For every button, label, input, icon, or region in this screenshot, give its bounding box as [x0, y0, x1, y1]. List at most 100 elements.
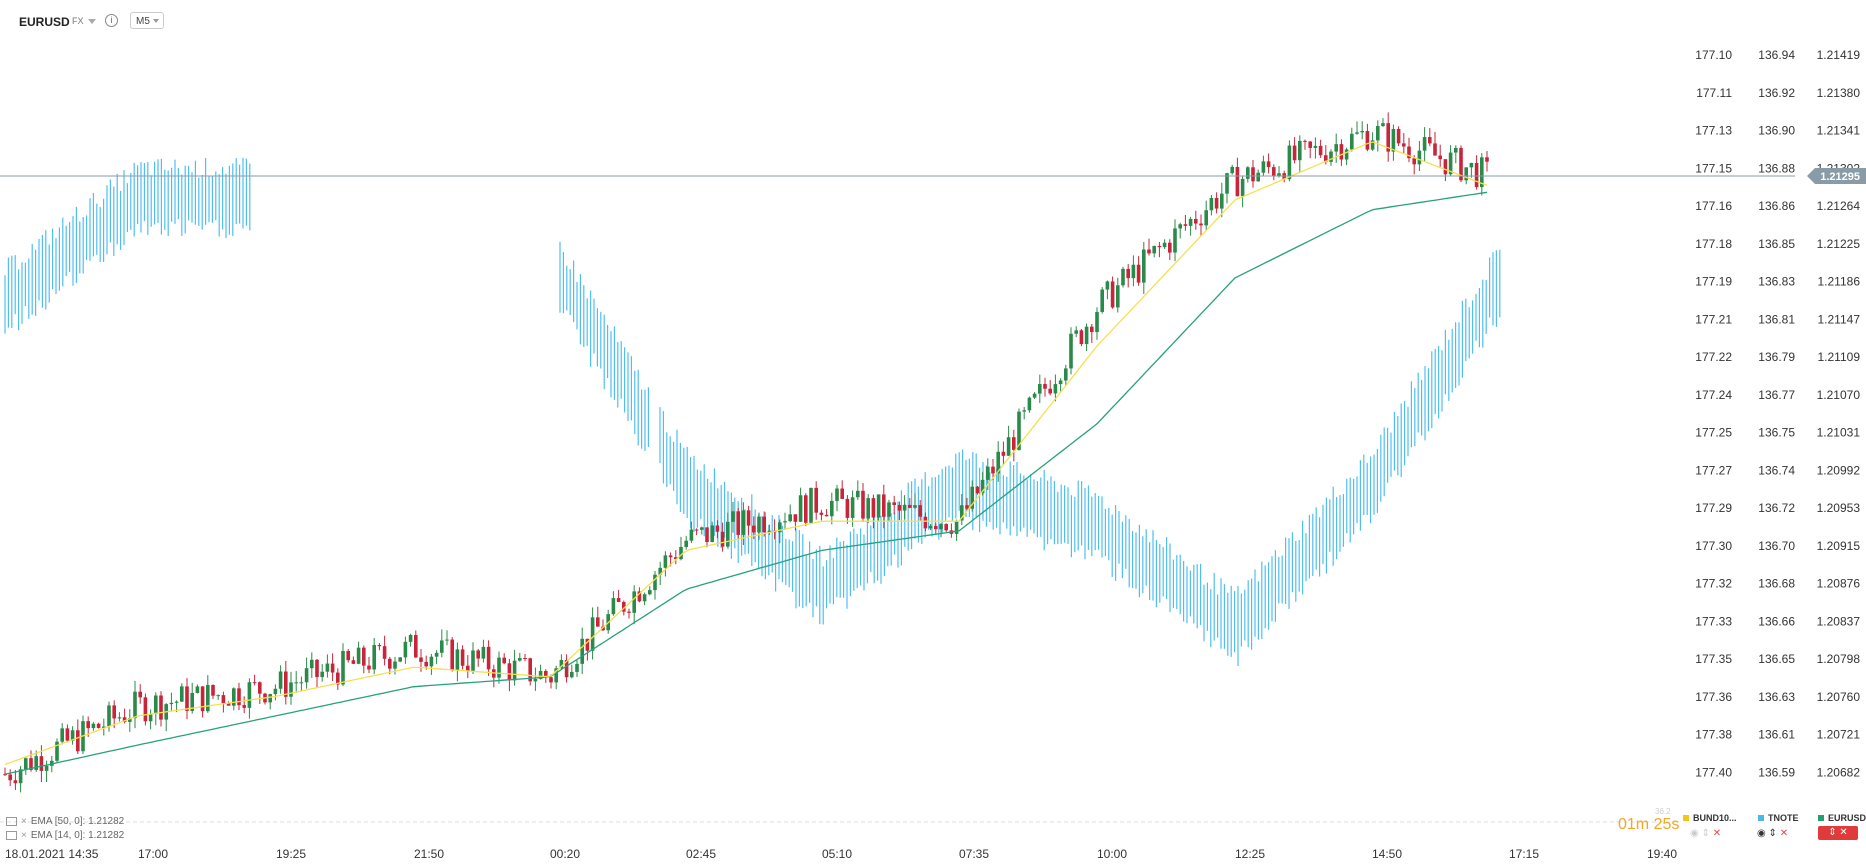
price-axis-label: 136.75	[1758, 426, 1795, 440]
candle-body	[866, 498, 870, 519]
candle-body	[1360, 130, 1364, 133]
price-axis-label: 1.21031	[1817, 426, 1861, 440]
candle-body	[590, 617, 595, 651]
indicator-ema14[interactable]: × EMA [14, 0]: 1.21282	[6, 830, 124, 841]
exchange-dropdown-icon[interactable]	[88, 19, 96, 24]
candle-body	[445, 639, 449, 641]
candle-body	[86, 721, 90, 729]
price-axis-label: 1.20953	[1817, 501, 1861, 515]
candle-body	[1214, 198, 1219, 209]
bund-controls[interactable]: ◉ ⇕ ✕	[1690, 828, 1721, 839]
candle-body	[1485, 157, 1489, 162]
remove-icon[interactable]: ×	[21, 816, 27, 827]
time-axis-label: 18.01.2021 14:35	[5, 847, 99, 861]
candle-body	[65, 728, 70, 741]
eye-icon: ◉	[1690, 828, 1699, 839]
candle-body	[476, 650, 480, 659]
price-axis-label: 136.79	[1758, 350, 1795, 364]
candle-body	[689, 529, 694, 541]
candle-body	[1121, 268, 1125, 286]
candle-body	[367, 665, 371, 670]
countdown-small: 36.2	[1655, 807, 1671, 816]
price-axis-label: 136.77	[1758, 388, 1795, 402]
price-axis-label: 177.40	[1695, 765, 1732, 779]
candle-body	[1235, 166, 1240, 197]
candle-body	[1329, 151, 1333, 162]
settings-icon[interactable]	[6, 816, 17, 826]
current-price-tag: 1.21295	[1807, 168, 1866, 184]
price-axis-label: 136.61	[1758, 728, 1795, 742]
candle-body	[138, 691, 142, 698]
candle-body	[252, 682, 257, 684]
candle-body	[627, 611, 631, 613]
price-axis-label: 177.24	[1695, 388, 1732, 402]
candle-body	[1469, 162, 1474, 168]
compare-bund[interactable]: BUND10...	[1683, 813, 1737, 823]
candle-body	[1261, 161, 1266, 173]
candle-body	[466, 665, 470, 671]
candle-body	[346, 651, 350, 661]
remove-icon[interactable]: ×	[21, 830, 27, 841]
candle-body	[528, 658, 532, 682]
price-axis-label: 1.21419	[1817, 48, 1861, 62]
candle-body	[939, 524, 943, 530]
candle-body	[1402, 143, 1406, 147]
eurusd-controls[interactable]: ⇕ ✕	[1818, 826, 1858, 840]
candle-body	[944, 524, 948, 531]
candle-body	[710, 525, 714, 542]
candle-body	[845, 498, 850, 518]
candle-body	[1131, 264, 1136, 279]
price-axis-label: 136.68	[1758, 577, 1795, 591]
timeframe-select[interactable]: M5	[130, 12, 164, 29]
candle-body	[351, 660, 356, 664]
candle-body	[783, 521, 787, 523]
price-axis-label: 1.20992	[1817, 463, 1861, 477]
candle-body	[1173, 228, 1177, 253]
candle-body	[1287, 145, 1292, 180]
price-axis-label: 1.21147	[1818, 312, 1861, 326]
candle-body	[242, 705, 246, 708]
candle-body	[731, 511, 735, 522]
candle-body	[1162, 242, 1167, 248]
candle-body	[507, 663, 512, 681]
candle-body	[970, 486, 974, 509]
candle-body	[1303, 140, 1307, 142]
candle-body	[1043, 384, 1047, 389]
candle-body	[1152, 245, 1156, 254]
price-axis-label: 177.11	[1696, 86, 1732, 100]
candle-body	[778, 522, 782, 533]
candle-body	[356, 647, 361, 664]
price-axis-label: 1.20798	[1817, 652, 1861, 666]
price-axis-label: 1.21341	[1817, 124, 1861, 138]
candle-body	[1433, 143, 1437, 156]
candle-body	[648, 590, 652, 595]
candle-body	[278, 671, 283, 689]
candle-body	[414, 635, 418, 658]
candle-body	[1480, 157, 1484, 188]
candle-body	[70, 730, 75, 741]
candle-body	[1074, 330, 1078, 334]
compare-tnote[interactable]: TNOTE	[1758, 813, 1799, 823]
candle-body	[538, 670, 543, 679]
symbol-name[interactable]: EURUSD	[19, 15, 70, 29]
price-axis-label: 177.16	[1695, 199, 1732, 213]
candle-body	[892, 502, 896, 506]
tnote-series	[4, 157, 1501, 667]
candle-body	[960, 505, 964, 521]
candle-body	[398, 657, 402, 662]
indicator-ema50[interactable]: × EMA [50, 0]: 1.21282	[6, 816, 124, 827]
price-axis-label: 177.13	[1695, 124, 1732, 138]
info-icon[interactable]: i	[105, 14, 118, 27]
tnote-controls[interactable]: ◉ ⇕ ✕	[1757, 828, 1788, 839]
candle-body	[705, 527, 709, 542]
settings-icon[interactable]	[6, 830, 17, 840]
candle-body	[897, 505, 902, 511]
candle-body	[294, 682, 298, 684]
candle-body	[658, 567, 662, 575]
compare-eurusd[interactable]: EURUSD	[1818, 813, 1866, 823]
candle-body	[923, 516, 928, 529]
candle-body	[133, 691, 137, 719]
candle-body	[497, 657, 501, 678]
candle-body	[148, 713, 153, 722]
